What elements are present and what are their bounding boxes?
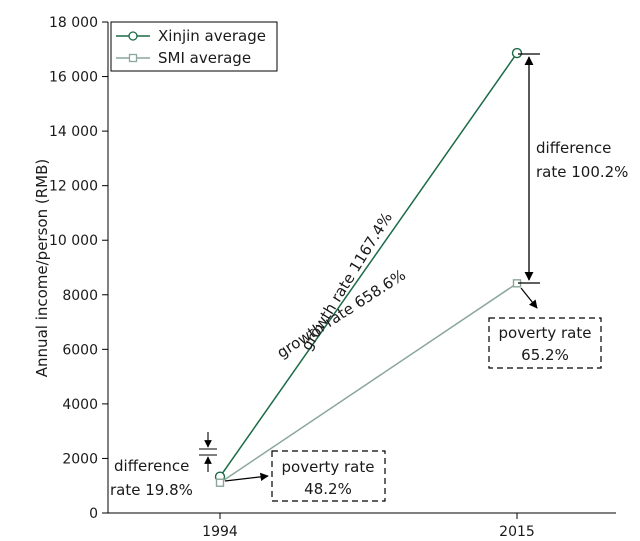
legend-box bbox=[110, 21, 278, 72]
y-tick-label: 6000 bbox=[62, 342, 98, 358]
y-tick-label: 18 000 bbox=[49, 15, 98, 31]
difference-1994-label-line1: difference bbox=[114, 457, 189, 475]
series-line-xinjin bbox=[219, 52, 518, 478]
y-tick-label: 10 000 bbox=[49, 233, 98, 249]
x-tick-label: 2015 bbox=[499, 524, 535, 540]
poverty-1994-label-line1: poverty rate bbox=[282, 458, 375, 476]
difference-2015-label-line2: rate 100.2% bbox=[536, 163, 628, 181]
difference-1994-label-line2: rate 19.8% bbox=[110, 481, 193, 499]
y-tick-label: 4000 bbox=[62, 397, 98, 413]
y-tick-label: 8000 bbox=[62, 288, 98, 304]
series-line-smi bbox=[219, 282, 518, 484]
y-axis-title: Annual income/person (RMB) bbox=[33, 159, 51, 377]
difference-1994-bracket bbox=[199, 432, 217, 472]
series-layer bbox=[214, 47, 523, 487]
x-tick-label: 1994 bbox=[202, 524, 238, 540]
legend-swatch-smi-marker bbox=[128, 53, 138, 63]
poverty-2015-arrow bbox=[520, 287, 538, 309]
data-point-smi bbox=[215, 478, 225, 487]
poverty-2015-label-line2: 65.2% bbox=[521, 346, 569, 364]
y-tick-label: 2000 bbox=[62, 451, 98, 467]
legend: Xinjin average SMI average bbox=[110, 21, 278, 72]
y-tick-label: 16 000 bbox=[49, 70, 98, 86]
poverty-1994-box bbox=[271, 450, 386, 502]
poverty-2015-box bbox=[488, 317, 602, 369]
poverty-1994-label-line2: 48.2% bbox=[304, 480, 352, 498]
y-tick-label: 12 000 bbox=[49, 179, 98, 195]
y-tick-label: 14 000 bbox=[49, 124, 98, 140]
poverty-2015-label-line1: poverty rate bbox=[499, 324, 592, 342]
legend-label-smi: SMI average bbox=[158, 49, 251, 67]
difference-2015-label-line1: difference bbox=[536, 139, 611, 157]
x-ticks: 1994 2015 bbox=[202, 513, 535, 540]
data-point-xinjin bbox=[511, 47, 523, 59]
poverty-1994-arrow bbox=[224, 472, 269, 482]
y-ticks: 0 2000 4000 6000 8000 10 000 12 000 14 000 16 00… bbox=[49, 15, 108, 522]
legend-label-xinjin: Xinjin average bbox=[158, 27, 266, 45]
legend-swatch-xinjin-marker bbox=[128, 31, 138, 41]
y-tick-label: 0 bbox=[89, 506, 98, 522]
difference-2015-bracket bbox=[518, 53, 540, 284]
